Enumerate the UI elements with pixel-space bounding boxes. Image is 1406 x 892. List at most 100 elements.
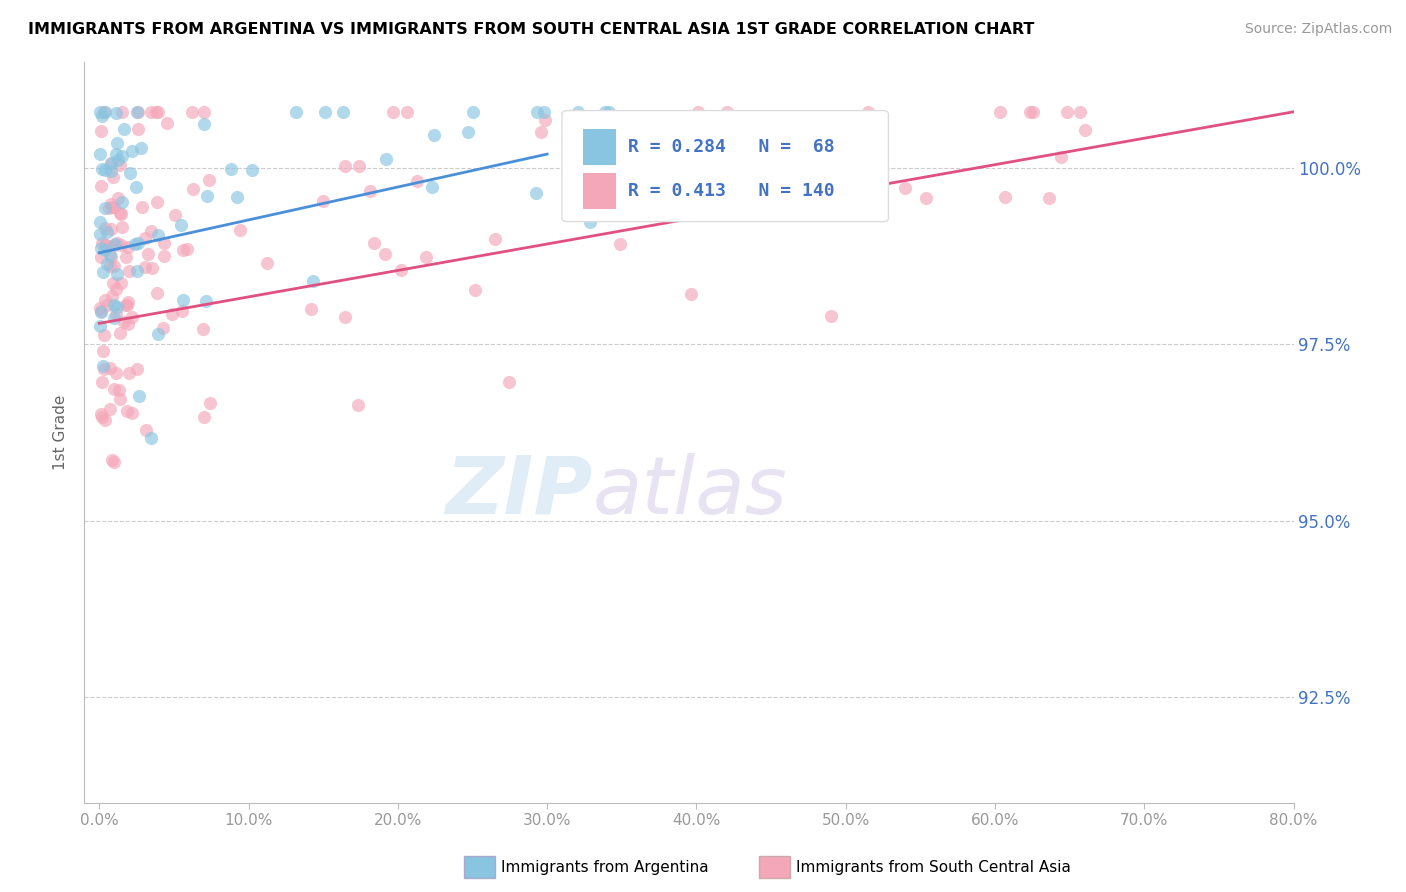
Point	[107, 235, 129, 250]
Point	[103, 311, 125, 326]
Point	[579, 215, 602, 229]
Point	[96, 257, 118, 271]
Point	[110, 277, 132, 291]
Point	[93, 413, 115, 427]
Point	[396, 104, 419, 119]
Point	[118, 264, 141, 278]
Point	[110, 207, 132, 221]
Text: atlas: atlas	[592, 453, 787, 531]
Point	[89, 146, 111, 161]
Point	[104, 282, 127, 296]
Point	[105, 366, 128, 380]
Point	[114, 250, 136, 264]
Point	[90, 241, 112, 255]
Point	[103, 455, 125, 469]
Point	[90, 305, 112, 319]
Point	[89, 104, 111, 119]
Point	[170, 218, 193, 232]
Point	[193, 117, 215, 131]
Point	[118, 166, 141, 180]
Point	[374, 247, 396, 261]
Point	[131, 200, 153, 214]
Point	[335, 159, 357, 173]
Point	[90, 124, 112, 138]
Point	[688, 104, 710, 119]
Point	[121, 144, 143, 158]
Point	[598, 104, 620, 119]
Point	[141, 224, 163, 238]
Point	[524, 186, 547, 201]
Point	[332, 104, 354, 119]
Point	[100, 157, 122, 171]
Point	[148, 326, 170, 341]
Point	[125, 104, 148, 119]
Point	[103, 236, 125, 251]
Point	[94, 104, 117, 119]
Point	[93, 265, 115, 279]
Point	[90, 304, 112, 318]
Point	[858, 104, 880, 119]
Point	[93, 104, 115, 119]
Text: Immigrants from Argentina: Immigrants from Argentina	[501, 860, 709, 874]
Text: Source: ZipAtlas.com: Source: ZipAtlas.com	[1244, 22, 1392, 37]
Point	[105, 300, 128, 314]
Point	[152, 320, 174, 334]
Point	[285, 104, 308, 119]
Point	[156, 116, 179, 130]
Point	[135, 423, 157, 437]
Point	[108, 157, 131, 171]
Point	[94, 293, 117, 307]
Point	[406, 174, 429, 188]
Point	[1074, 123, 1097, 137]
Point	[139, 432, 162, 446]
Point	[93, 202, 115, 216]
Point	[98, 360, 121, 375]
Point	[530, 125, 553, 139]
Point	[181, 181, 204, 195]
Point	[100, 402, 122, 417]
Point	[115, 404, 138, 418]
Point	[100, 453, 122, 467]
Point	[299, 301, 322, 316]
Point	[894, 181, 917, 195]
Point	[172, 304, 194, 318]
Point	[101, 276, 124, 290]
Point	[420, 180, 443, 194]
Point	[98, 248, 121, 262]
Point	[586, 127, 609, 141]
Point	[90, 109, 112, 123]
Point	[127, 362, 149, 376]
Point	[93, 328, 115, 343]
Point	[110, 326, 132, 341]
Point	[1038, 191, 1060, 205]
Point	[1050, 150, 1073, 164]
Point	[172, 243, 194, 257]
Point	[100, 250, 122, 264]
Point	[457, 125, 479, 139]
Point	[96, 225, 118, 239]
Point	[415, 250, 437, 264]
Point	[105, 267, 128, 281]
Point	[117, 317, 139, 331]
Point	[101, 289, 124, 303]
Point	[117, 298, 139, 312]
Point	[153, 236, 176, 251]
Point	[100, 163, 122, 178]
Y-axis label: 1st Grade: 1st Grade	[53, 395, 69, 470]
Point	[111, 194, 134, 209]
Point	[94, 238, 117, 252]
FancyBboxPatch shape	[562, 111, 889, 221]
Point	[100, 222, 122, 236]
Point	[90, 407, 112, 421]
Point	[868, 187, 890, 202]
Point	[219, 162, 242, 177]
Point	[821, 195, 844, 210]
Point	[136, 246, 159, 260]
Point	[423, 128, 446, 143]
Point	[1022, 104, 1045, 119]
Point	[1069, 104, 1091, 119]
Point	[347, 159, 370, 173]
Point	[382, 104, 405, 119]
Point	[146, 194, 169, 209]
Point	[111, 220, 134, 235]
